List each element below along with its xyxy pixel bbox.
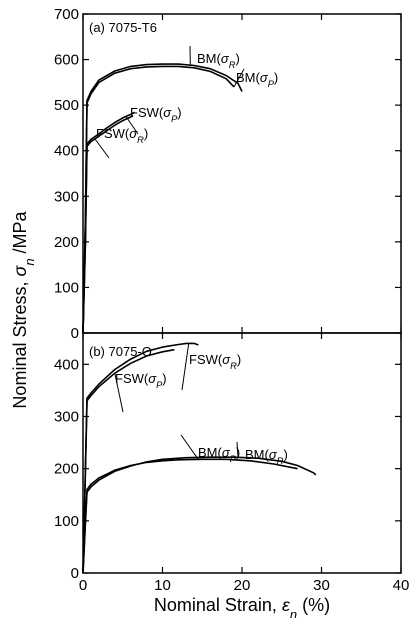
y-tick-label: 400	[54, 356, 79, 373]
annotation-label: BM(σR)	[245, 447, 288, 466]
annotation-leader-line	[114, 373, 124, 413]
annotation-label: BM(σP)	[236, 70, 278, 89]
panel-a-plot: 0 100 200 300 400 500 600 700 (a) 7075-T6 BM(σR)B…	[54, 6, 402, 342]
series-line-bmr	[82, 63, 243, 334]
panel-b-frame	[82, 332, 402, 574]
y-tick-label: 400	[54, 143, 79, 160]
annotation-label: BM(σP)	[198, 445, 240, 464]
series-line-bmp	[82, 65, 235, 334]
y-tick-label: 0	[71, 325, 79, 342]
panel-a-label: (a) 7075-T6	[89, 20, 157, 35]
annotation-leader-line	[233, 68, 245, 88]
y-tick-label: 600	[54, 52, 79, 69]
annotation-leader-line	[125, 116, 139, 135]
series-line-fswp	[82, 348, 175, 574]
series-line-fswr	[82, 342, 199, 574]
y-tick-label: 100	[54, 279, 79, 296]
x-tick-label: 40	[393, 577, 410, 594]
annotation-label: FSW(σP)	[115, 371, 167, 390]
series-line-fswp	[82, 111, 136, 334]
x-tick-label: 30	[313, 577, 330, 594]
annotation-leader-line	[181, 343, 190, 391]
annotation-label: FSW(σP)	[130, 105, 182, 124]
y-tick-label: 300	[54, 408, 79, 425]
panel-b-plot: 0 100 200 300 400 0 10 20 30 40 (b) 7075-O FSW(σR) F…	[54, 332, 410, 594]
y-tick-label: 0	[71, 565, 79, 582]
panel-a-frame	[82, 13, 402, 334]
y-axis-title: Nominal Stress, σn /MPa	[10, 210, 37, 408]
series-line-fswr	[82, 114, 134, 334]
series-line-bmr	[82, 456, 317, 574]
y-tick-label: 500	[54, 97, 79, 114]
y-tick-label: 100	[54, 513, 79, 530]
x-tick-label: 20	[234, 577, 251, 594]
annotation-label: FSW(σR)	[189, 352, 241, 371]
y-tick-label: 200	[54, 461, 79, 478]
annotation-leader-line	[180, 434, 199, 460]
annotation-leader-line	[94, 138, 110, 159]
y-tick-label: 700	[54, 6, 79, 23]
series-line-bmp	[82, 458, 298, 574]
x-tick-label: 10	[154, 577, 171, 594]
y-tick-label: 200	[54, 234, 79, 251]
x-tick-label: 0	[79, 577, 87, 594]
annotation-label: BM(σR)	[197, 51, 240, 70]
y-tick-label: 300	[54, 188, 79, 205]
x-axis-title: Nominal Strain, εn (%)	[154, 595, 330, 618]
annotation-label: FSW(σR)	[96, 126, 148, 145]
panel-b-label: (b) 7075-O	[89, 344, 152, 359]
annotation-leader-line	[236, 441, 239, 458]
